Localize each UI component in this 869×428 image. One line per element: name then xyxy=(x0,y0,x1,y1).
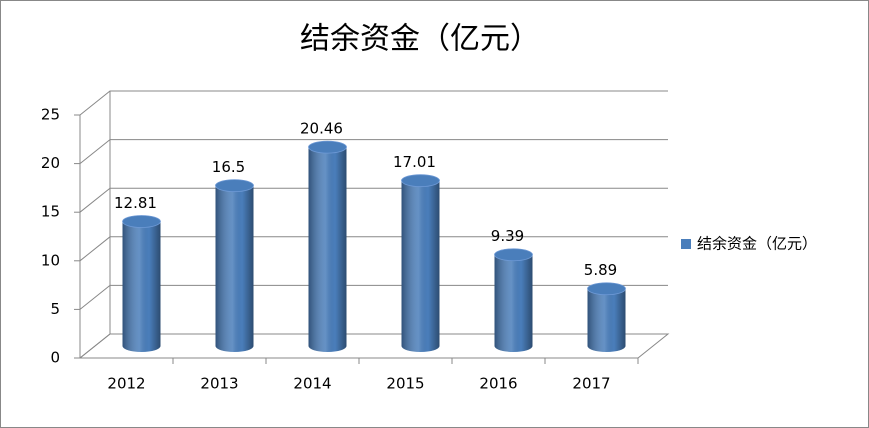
bar-shade xyxy=(122,221,161,352)
bar-shade xyxy=(215,185,254,352)
bar-top xyxy=(401,174,440,188)
bar-top xyxy=(215,179,254,193)
grid-line xyxy=(79,284,668,310)
bar-shade xyxy=(308,147,347,352)
bar-group xyxy=(308,140,347,352)
bar-shade xyxy=(494,254,533,352)
y-tick-label: 5 xyxy=(50,300,60,318)
bar-group xyxy=(401,174,440,352)
bar-group xyxy=(215,179,254,352)
grid-line xyxy=(79,187,668,213)
grid-line xyxy=(79,139,668,164)
grid-line xyxy=(79,333,668,359)
data-label: 12.81 xyxy=(114,194,157,212)
bar-top xyxy=(122,215,161,228)
legend-swatch xyxy=(681,239,691,249)
x-tick-label: 2013 xyxy=(200,375,238,393)
x-tick-label: 2014 xyxy=(293,375,331,393)
bar-shade xyxy=(587,288,626,352)
x-tick-label: 2012 xyxy=(107,375,145,393)
grid-line xyxy=(79,90,668,116)
data-label: 16.5 xyxy=(212,158,245,176)
bar-top xyxy=(308,140,347,154)
x-tick-label: 2015 xyxy=(386,375,424,393)
x-tick-label: 2017 xyxy=(572,375,610,393)
data-label: 20.46 xyxy=(300,120,343,138)
legend-label: 结余资金（亿元） xyxy=(697,235,817,253)
y-tick-label: 25 xyxy=(41,106,60,124)
y-tick-label: 15 xyxy=(41,203,60,221)
data-label: 5.89 xyxy=(584,261,617,279)
bar-top xyxy=(587,282,626,296)
data-label: 17.01 xyxy=(393,153,436,171)
y-tick-label: 10 xyxy=(41,251,60,269)
x-tick-label: 2016 xyxy=(479,375,517,393)
grid-line xyxy=(79,236,668,262)
bar-group xyxy=(122,215,161,352)
bar-group xyxy=(494,248,533,352)
chart-title: 结余资金（亿元） xyxy=(300,22,540,57)
bar-top xyxy=(494,248,533,262)
bar-group xyxy=(587,282,626,352)
bar-shade xyxy=(401,180,440,352)
y-tick-label: 20 xyxy=(41,154,60,172)
data-label: 9.39 xyxy=(491,227,524,245)
y-tick-label: 0 xyxy=(50,349,60,367)
